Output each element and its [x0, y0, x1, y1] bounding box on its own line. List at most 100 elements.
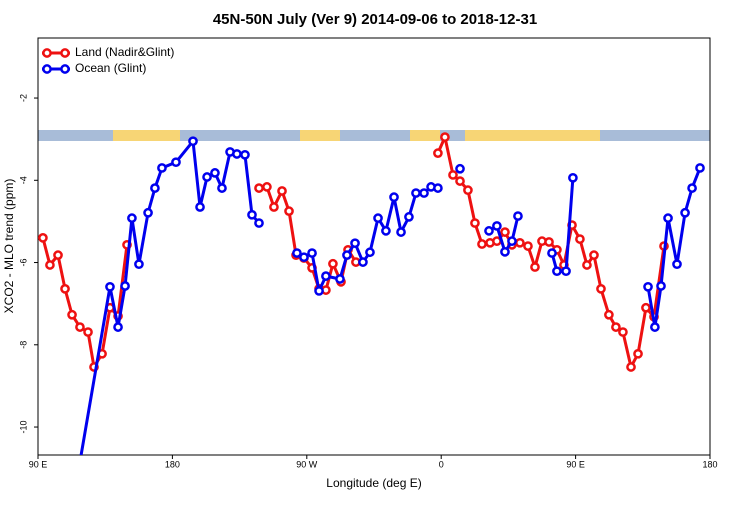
data-point: [596, 284, 606, 294]
data-point: [232, 149, 242, 159]
data-point: [277, 186, 287, 196]
data-point: [143, 207, 153, 218]
data-point: [83, 327, 93, 337]
x-tick-label: 0: [439, 459, 444, 469]
map-strip: [38, 130, 710, 141]
data-point: [641, 302, 651, 313]
data-point: [575, 234, 585, 244]
data-point: [643, 281, 653, 292]
data-point: [440, 132, 450, 142]
data-point: [127, 213, 137, 223]
x-tick-label: 180: [165, 459, 180, 469]
y-tick-label: -2: [18, 94, 28, 102]
data-point: [604, 309, 614, 320]
data-point: [60, 284, 70, 294]
data-point: [321, 271, 331, 281]
x-tick-label: 90 E: [29, 459, 48, 469]
data-point: [389, 192, 399, 203]
data-point: [262, 182, 272, 192]
data-point: [72, 485, 79, 492]
data-point: [463, 185, 473, 196]
data-point: [381, 226, 391, 236]
data-point: [484, 226, 494, 236]
data-point: [433, 183, 443, 193]
data-point: [171, 157, 181, 168]
x-tick-label: 90 E: [566, 459, 585, 469]
data-point: [195, 202, 205, 212]
legend-marker: [60, 64, 70, 74]
data-point: [500, 246, 510, 257]
data-point: [695, 163, 705, 173]
data-point: [328, 258, 338, 269]
data-point: [448, 170, 458, 180]
data-point: [404, 212, 414, 222]
legend-label: Ocean (Glint): [75, 61, 146, 75]
data-point: [335, 274, 345, 284]
data-point: [477, 239, 487, 249]
data-point: [210, 168, 220, 178]
data-point: [254, 183, 264, 193]
data-point: [150, 183, 160, 193]
data-point: [523, 241, 533, 251]
data-point: [507, 236, 517, 247]
x-tick-label: 90 W: [296, 459, 318, 469]
data-point: [358, 257, 368, 267]
data-point: [568, 172, 578, 183]
data-point: [433, 148, 443, 158]
data-point: [530, 262, 540, 272]
plot-area: [38, 132, 705, 492]
data-point: [547, 248, 557, 258]
data-point: [513, 211, 523, 221]
legend-label: Land (Nadir&Glint): [75, 45, 174, 59]
data-point: [105, 281, 115, 292]
data-point: [350, 238, 360, 249]
x-axis-label: Longitude (deg E): [326, 476, 421, 490]
legend-marker: [42, 64, 52, 74]
y-tick-label: -10: [18, 421, 28, 434]
data-point: [626, 362, 636, 372]
data-point: [582, 260, 592, 270]
data-point: [365, 247, 375, 258]
data-point: [687, 183, 697, 193]
data-point: [254, 218, 264, 228]
data-point: [75, 322, 85, 332]
data-point: [373, 213, 383, 223]
data-point: [455, 176, 465, 186]
data-point: [217, 183, 227, 193]
data-point: [650, 322, 660, 332]
data-point: [411, 188, 421, 198]
data-point: [656, 281, 666, 291]
chart-title: 45N-50N July (Ver 9) 2014-09-06 to 2018-…: [213, 11, 537, 28]
data-point: [544, 237, 554, 247]
data-point: [492, 221, 502, 231]
data-point: [470, 218, 480, 228]
y-tick-label: -6: [18, 259, 28, 267]
data-point: [53, 250, 63, 260]
data-point: [515, 237, 525, 248]
data-point: [589, 250, 599, 260]
data-point: [680, 207, 690, 218]
data-point: [500, 227, 510, 237]
data-point: [672, 259, 682, 270]
data-point: [269, 202, 279, 212]
data-point: [342, 250, 352, 260]
legend-marker: [42, 48, 52, 58]
data-point: [552, 266, 562, 277]
data-point: [561, 266, 571, 277]
x-tick-label: 180: [702, 459, 717, 469]
y-tick-label: -8: [18, 341, 28, 349]
data-point: [240, 149, 250, 160]
data-point: [120, 281, 130, 291]
data-point: [314, 286, 324, 296]
legend-marker: [60, 48, 70, 58]
plot-frame: [37, 37, 711, 456]
data-point: [157, 163, 167, 173]
data-point: [419, 188, 429, 198]
data-point: [307, 248, 317, 258]
data-point: [284, 206, 294, 216]
y-axis-label: XCO2 - MLO trend (ppm): [2, 179, 16, 314]
data-point: [202, 172, 212, 182]
data-point: [45, 260, 55, 270]
